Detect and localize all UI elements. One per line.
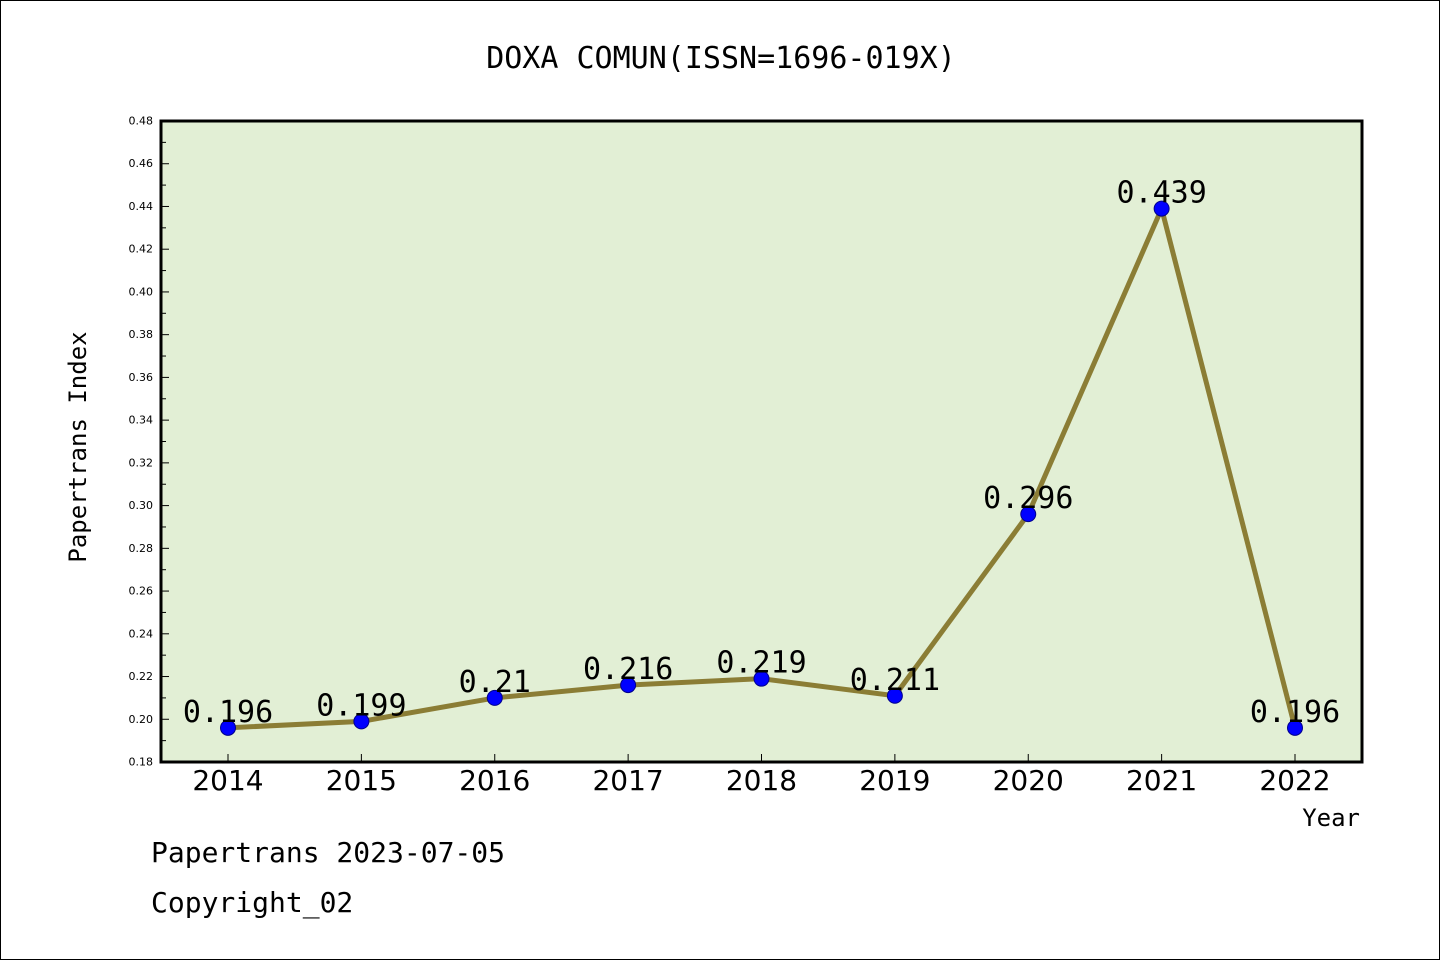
footer-copyright: Copyright_02 xyxy=(151,886,354,919)
plot-border xyxy=(159,119,1364,764)
data-point xyxy=(886,687,903,704)
data-point xyxy=(1153,200,1170,217)
y-tick-label: 0.34 xyxy=(129,414,154,427)
data-point xyxy=(353,713,370,730)
y-tick-label: 0.38 xyxy=(129,328,154,341)
data-label: 0.196 xyxy=(183,695,273,730)
y-tick-label: 0.32 xyxy=(129,456,154,469)
x-tick-label: 2019 xyxy=(859,764,930,797)
data-point xyxy=(220,719,236,736)
x-tick-label: 2020 xyxy=(993,764,1064,797)
data-point xyxy=(1287,719,1303,736)
y-tick-label: 0.30 xyxy=(129,499,154,512)
x-axis: 2014 2015 2016 2017 2018 2019 2020 2021 2022 xyxy=(192,754,1331,797)
data-label: 0.296 xyxy=(983,481,1073,516)
data-label: 0.21 xyxy=(459,665,531,700)
data-label: 0.219 xyxy=(716,646,806,681)
x-tick-label: 2017 xyxy=(592,764,663,797)
data-point xyxy=(486,689,503,706)
x-tick-label: 2022 xyxy=(1259,764,1330,797)
y-tick-label: 0.24 xyxy=(129,627,154,640)
data-labels: 0.196 0.199 0.21 0.216 0.219 0.211 0.296 0.439 0… xyxy=(183,176,1340,730)
chart-title: DOXA COMUN(ISSN=1696-019X) xyxy=(486,41,956,76)
y-tick-label: 0.36 xyxy=(129,371,154,384)
data-label: 0.196 xyxy=(1250,695,1340,730)
data-label: 0.211 xyxy=(850,663,940,698)
series xyxy=(220,200,1303,736)
data-point xyxy=(620,677,637,694)
data-label: 0.439 xyxy=(1116,176,1206,211)
data-point xyxy=(753,670,770,687)
data-label: 0.216 xyxy=(583,652,673,687)
x-tick-label: 2016 xyxy=(459,764,530,797)
x-tick-label: 2015 xyxy=(326,764,397,797)
y-tick-label: 0.44 xyxy=(129,200,154,213)
x-axis-label: Year xyxy=(1302,804,1360,832)
x-tick-label: 2018 xyxy=(726,764,797,797)
y-tick-label: 0.46 xyxy=(129,157,154,170)
y-tick-label: 0.28 xyxy=(129,542,154,555)
data-label: 0.199 xyxy=(316,688,406,723)
y-tick-label: 0.26 xyxy=(129,585,154,598)
y-axis: 0.18 0.20 0.22 0.24 0.26 0.28 0.30 0.32 0.34 0.36… xyxy=(129,115,169,769)
y-tick-label: 0.40 xyxy=(129,285,154,298)
plot-area xyxy=(161,121,1362,762)
footer-date: Papertrans 2023-07-05 xyxy=(151,836,506,869)
y-tick-label: 0.42 xyxy=(129,243,154,256)
data-point xyxy=(1020,506,1037,523)
y-axis-label: Papertrans Index xyxy=(64,331,92,562)
y-tick-label: 0.22 xyxy=(129,670,154,683)
y-tick-label: 0.48 xyxy=(129,115,154,128)
y-tick-label: 0.18 xyxy=(129,756,154,769)
x-tick-label: 2014 xyxy=(192,764,263,797)
y-tick-label: 0.20 xyxy=(129,713,154,726)
x-tick-label: 2021 xyxy=(1126,764,1197,797)
